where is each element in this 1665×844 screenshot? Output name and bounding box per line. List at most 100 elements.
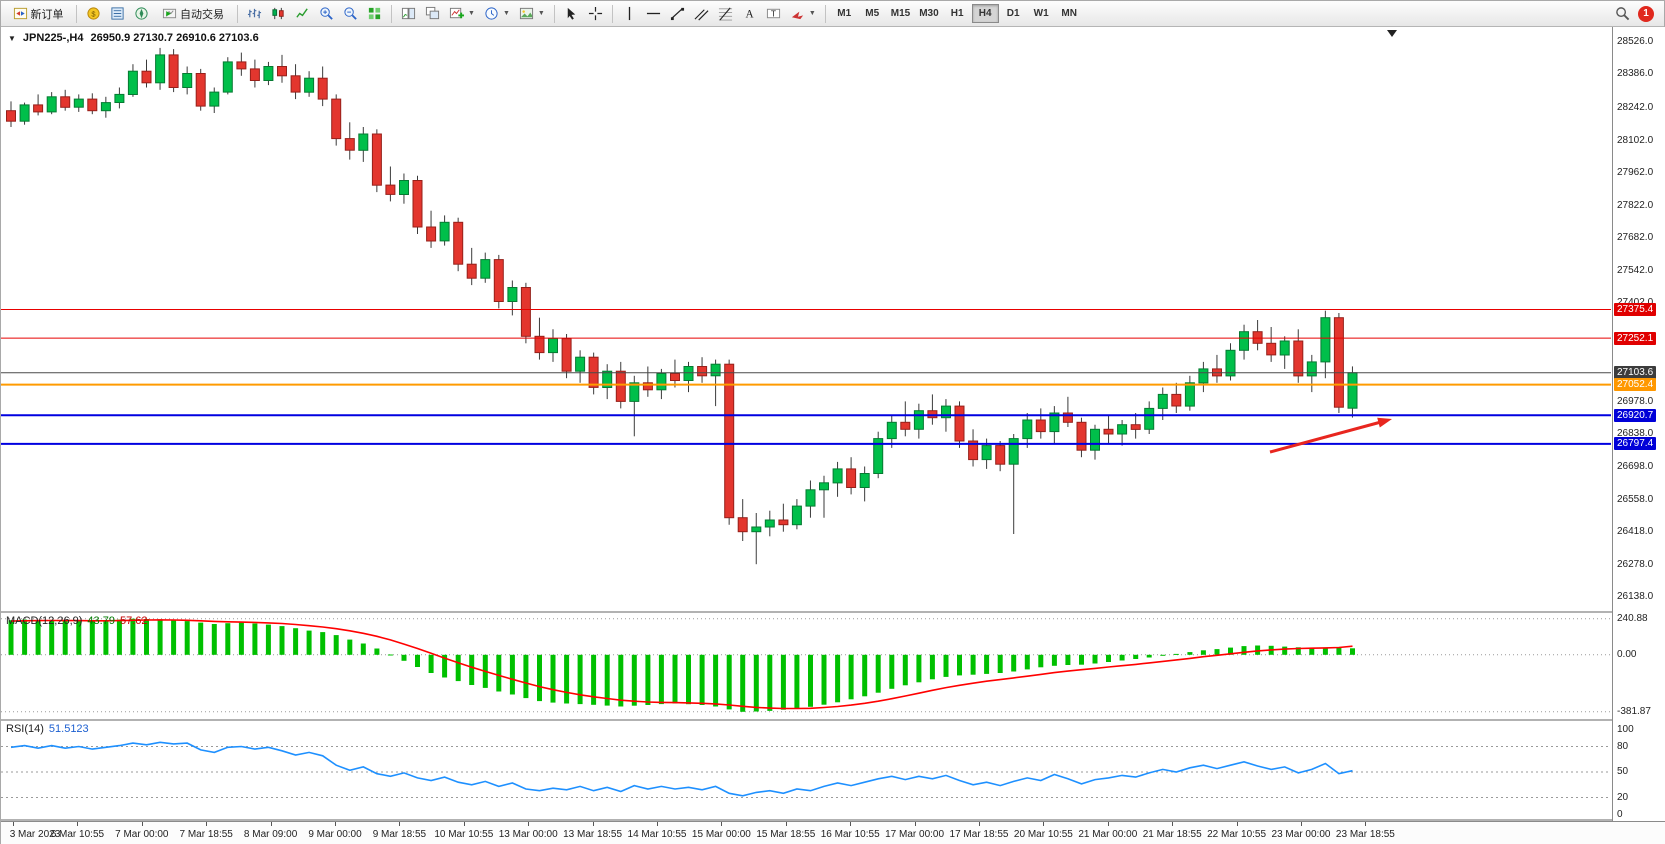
auto-trading-button[interactable]: 自动交易: [154, 3, 232, 25]
pane-divider[interactable]: [1, 611, 1665, 613]
svg-text:T: T: [771, 8, 776, 18]
candle-body: [1157, 393, 1168, 409]
candle-body: [656, 373, 667, 391]
timeframe-H4[interactable]: H4: [971, 4, 999, 23]
candle-body: [1347, 372, 1358, 409]
macd-histogram-bar: [699, 654, 705, 705]
macd-histogram-bar: [631, 654, 637, 706]
rsi-pane[interactable]: RSI(14) 51.5123: [1, 721, 1611, 819]
macd-histogram-bar: [469, 654, 475, 685]
zoom-out-button[interactable]: [339, 3, 362, 25]
timeframe-H1[interactable]: H1: [950, 8, 964, 19]
templates-button[interactable]: ▼: [515, 3, 549, 25]
indicators-button[interactable]: [363, 3, 386, 25]
macd-histogram-bar: [279, 626, 285, 655]
price-axis[interactable]: 28526.0 28386.0 28242.0 28102.0 27962.0 27822…: [1612, 27, 1665, 821]
macd-pane[interactable]: MACD(12,26,9) 43.79 57.62: [1, 613, 1611, 719]
candle-body: [87, 98, 98, 112]
toolbar: 新订单 $ 自动交易 ▼ ▼ ▼ A: [1, 1, 1664, 27]
price-tag-27252.1: 27252.1: [1614, 331, 1657, 345]
candlestick-chart-button[interactable]: [267, 3, 290, 25]
candle-body: [900, 421, 911, 430]
text-button[interactable]: A: [738, 3, 761, 25]
toolbar-separator: [391, 4, 392, 23]
channel-button[interactable]: [690, 3, 713, 25]
macd-histogram-bar: [1106, 654, 1111, 662]
timeframe-W1[interactable]: W1: [1033, 8, 1049, 19]
main-chart-pane[interactable]: ▼ JPN225-,H4 26950.9 27130.7 26910.6 271…: [1, 27, 1611, 611]
timeframe-M15[interactable]: M15: [890, 8, 911, 19]
cursor-icon: [564, 6, 579, 21]
macd-histogram-bar: [658, 654, 664, 705]
macd-histogram-bar: [22, 619, 28, 655]
cursor-button[interactable]: [560, 3, 583, 25]
macd-histogram-bar: [225, 623, 231, 655]
macd-histogram-bar: [306, 630, 312, 655]
time-axis[interactable]: 3 Mar 2023 6 Mar 10:55 7 Mar 00:00 7 Mar 18…: [1, 821, 1665, 844]
macd-histogram-bar: [130, 618, 136, 655]
notification-badge[interactable]: 1: [1638, 5, 1654, 22]
macd-signal-line: [10, 619, 1353, 710]
zoom-in-button[interactable]: [315, 3, 338, 25]
macd-histogram-bar: [970, 654, 976, 675]
price-scale-label: 26978.0: [1617, 395, 1654, 407]
macd-histogram-bar: [1214, 649, 1220, 655]
horizontal-line-button[interactable]: [642, 3, 665, 25]
indicators-icon: [367, 6, 382, 21]
scroll-position-marker[interactable]: [1387, 30, 1397, 37]
text-icon: A: [742, 6, 757, 21]
macd-histogram-bar: [1350, 648, 1355, 655]
trendline-button[interactable]: [666, 3, 689, 25]
macd-scale-label: 240.88: [1617, 612, 1648, 624]
cascade-windows-button[interactable]: [421, 3, 444, 25]
timeframe-M30[interactable]: M30: [919, 8, 939, 19]
new-chart-button[interactable]: ▼: [445, 3, 479, 25]
data-window-button[interactable]: [106, 3, 129, 25]
price-scale-label: 26698.0: [1617, 461, 1654, 472]
time-tick: [592, 822, 594, 826]
new-order-button[interactable]: 新订单: [5, 3, 71, 25]
time-scale-label: 22 Mar 10:55: [1207, 829, 1267, 840]
timeframe-MN[interactable]: MN: [1061, 8, 1077, 19]
trend-arrow[interactable]: [1269, 420, 1382, 454]
candle-body: [629, 382, 640, 402]
timeframe-D1[interactable]: D1: [1006, 8, 1020, 19]
macd-histogram-bar: [238, 622, 244, 655]
market-watch-button[interactable]: $: [82, 3, 105, 25]
macd-histogram-bar: [1173, 653, 1179, 655]
crosshair-button[interactable]: [584, 3, 607, 25]
one-click-trading-icon[interactable]: ▼: [8, 33, 16, 43]
pane-divider[interactable]: [1, 719, 1665, 721]
candle-body: [1279, 340, 1290, 356]
periods-button[interactable]: ▼: [480, 3, 514, 25]
bar-chart-button[interactable]: [243, 3, 266, 25]
line-chart-button[interactable]: [291, 3, 314, 25]
candle-body: [222, 61, 233, 93]
arrows-button[interactable]: ▼: [786, 3, 820, 25]
candle-body: [1022, 419, 1033, 440]
fibonacci-button[interactable]: [714, 3, 737, 25]
macd-histogram-bar: [821, 654, 827, 705]
time-tick: [1301, 822, 1302, 826]
svg-text:A: A: [745, 8, 754, 20]
time-tick: [141, 822, 143, 826]
price-scale-label: 28526.0: [1617, 35, 1654, 47]
time-scale-label: 21 Mar 00:00: [1078, 829, 1138, 840]
time-tick: [270, 822, 272, 826]
text-label-button[interactable]: T: [762, 3, 785, 25]
macd-histogram-bar: [550, 654, 556, 703]
navigator-button[interactable]: [130, 3, 153, 25]
timeframe-M5[interactable]: M5: [865, 8, 880, 19]
tile-windows-button[interactable]: [397, 3, 420, 25]
candle-body: [642, 382, 653, 391]
candle-body: [1266, 342, 1277, 356]
timeframe-M1[interactable]: M1: [837, 8, 852, 19]
candle-body: [602, 370, 613, 389]
macd-scale-label: -381.87: [1617, 705, 1651, 717]
candle-body: [859, 473, 870, 488]
vertical-line-button[interactable]: [618, 3, 641, 25]
search-button[interactable]: [1611, 3, 1634, 25]
candle-body: [1035, 419, 1046, 433]
time-tick: [1172, 822, 1174, 826]
candle-body: [575, 356, 586, 372]
